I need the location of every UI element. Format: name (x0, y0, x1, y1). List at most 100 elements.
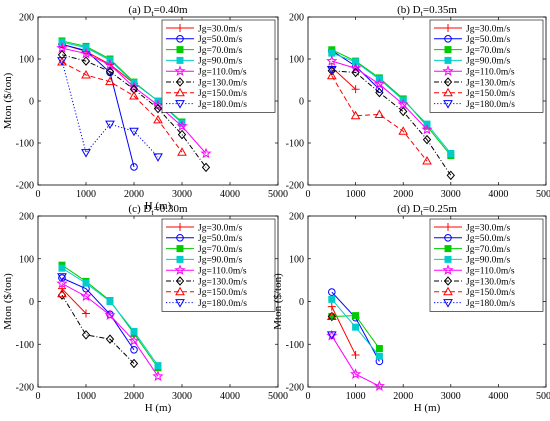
x-tick-label: 4000 (488, 189, 508, 200)
legend-marker (176, 24, 184, 32)
legend-label: Jg=90.0m/s (198, 57, 242, 67)
x-tick-label: 0 (306, 391, 311, 402)
data-point (153, 114, 163, 124)
legend-item: Jg=110.0m/s (434, 264, 515, 277)
legend-item: Jg=70.0m/s (434, 245, 510, 255)
data-point (152, 99, 164, 110)
legend-marker (175, 77, 185, 87)
y-tick-label: 0 (299, 297, 304, 308)
x-tick-label: 1000 (76, 189, 96, 200)
legend-item: Jg=150.0m/s (434, 87, 515, 99)
data-point (326, 66, 337, 75)
y-tick-label: 100 (289, 55, 304, 66)
legend-marker (444, 223, 452, 231)
legend-item: Jg=150.0m/s (166, 286, 247, 298)
legend-label: Jg=150.0m/s (198, 288, 247, 298)
x-tick-label: 0 (36, 189, 41, 200)
legend-item: Jg=180.0m/s (166, 299, 247, 309)
data-point (326, 329, 338, 341)
legend-label: Jg=30.0m/s (466, 24, 510, 34)
x-axis-label: H (m) (145, 402, 172, 414)
data-point (374, 109, 385, 118)
series-line (331, 49, 452, 156)
legend-marker (443, 276, 453, 286)
data-point (130, 346, 138, 354)
y-tick-label: -100 (16, 340, 34, 351)
y-axis-label: Mton ($/ton) (2, 72, 14, 129)
data-point (80, 290, 92, 302)
legend-label: Jg=50.0m/s (466, 234, 510, 244)
legend-label: Jg=130.0m/s (198, 277, 247, 287)
x-tick-label: 3000 (172, 189, 192, 200)
series-line (61, 60, 159, 158)
series-line (61, 283, 159, 377)
legend-item: Jg=70.0m/s (166, 245, 242, 255)
y-tick-label: -200 (16, 383, 34, 394)
legend-marker (442, 65, 454, 76)
series-line (331, 306, 357, 356)
legend-label: Jg=130.0m/s (198, 78, 247, 88)
y-tick-label: -200 (16, 181, 34, 192)
series-Jg=180.0m/s (326, 331, 337, 340)
x-tick-label: 2000 (393, 189, 413, 200)
series-Jg=150.0m/s (326, 311, 337, 320)
series-line (331, 75, 428, 162)
legend-label: Jg=50.0m/s (466, 35, 510, 45)
y-tick-label: -100 (16, 139, 34, 150)
legend-item: Jg=90.0m/s (434, 57, 510, 67)
y-tick-label: 100 (19, 55, 34, 66)
legend-marker (443, 77, 453, 87)
series-Jg=90.0m/s (58, 264, 162, 370)
y-axis-label: Mton ($/ton) (272, 273, 284, 330)
panel-title-subscript: t (421, 9, 424, 18)
y-tick-label: 100 (19, 254, 34, 265)
legend-label: Jg=90.0m/s (466, 57, 510, 67)
series-Jg=130.0m/s (57, 50, 211, 173)
x-axis-label: H (m) (145, 200, 172, 212)
x-tick-label: 5000 (268, 391, 288, 402)
legend: Jg=30.0m/sJg=50.0m/sJg=70.0m/sJg=90.0m/s… (161, 218, 276, 312)
legend-marker (444, 245, 452, 253)
data-point (326, 331, 337, 340)
legend-item: Jg=70.0m/s (166, 46, 242, 56)
legend: Jg=30.0m/sJg=50.0m/sJg=70.0m/sJg=90.0m/s… (429, 19, 544, 113)
data-point (57, 288, 67, 298)
series-Jg=130.0m/s (327, 311, 336, 322)
data-point (176, 120, 188, 131)
legend-label: Jg=50.0m/s (198, 35, 242, 45)
data-point (154, 362, 162, 370)
data-point (82, 279, 90, 287)
series-line (61, 294, 135, 364)
data-point (153, 103, 163, 114)
x-tick-label: 5000 (536, 391, 550, 402)
data-point (446, 170, 455, 181)
legend: Jg=30.0m/sJg=50.0m/sJg=70.0m/sJg=90.0m/s… (429, 218, 544, 312)
legend-item: Jg=180.0m/s (434, 299, 515, 309)
y-tick-label: 0 (29, 97, 34, 108)
panel-title-subscript: t (151, 9, 154, 18)
y-tick-label: 200 (19, 212, 34, 223)
legend-label: Jg=70.0m/s (466, 46, 510, 56)
legend-label: Jg=180.0m/s (466, 100, 515, 110)
legend-label: Jg=130.0m/s (466, 277, 515, 287)
legend-item: Jg=70.0m/s (434, 46, 510, 56)
data-point (104, 309, 116, 320)
legend-item: Jg=130.0m/s (166, 276, 247, 287)
panel-title-suffix: =0.40m (154, 4, 188, 16)
data-point (349, 368, 362, 379)
data-point (81, 330, 91, 340)
series-Jg=180.0m/s (326, 66, 337, 75)
panel-title-suffix: =0.35m (423, 4, 457, 16)
legend-item: Jg=30.0m/s (166, 24, 242, 34)
data-point (105, 334, 115, 344)
panel-title: (a) Dt=0.40m (128, 4, 188, 18)
x-tick-label: 5000 (536, 189, 550, 200)
data-point (58, 264, 66, 272)
panel-b: 0 1000 2000 3000 4000 5000 -200 -100 0 100 200 (b) … (286, 4, 550, 200)
legend-item: Jg=180.0m/s (166, 100, 247, 110)
y-tick-label: 200 (19, 13, 34, 24)
legend-marker (176, 255, 184, 263)
legend-label: Jg=70.0m/s (198, 46, 242, 56)
y-tick-label: 0 (299, 97, 304, 108)
